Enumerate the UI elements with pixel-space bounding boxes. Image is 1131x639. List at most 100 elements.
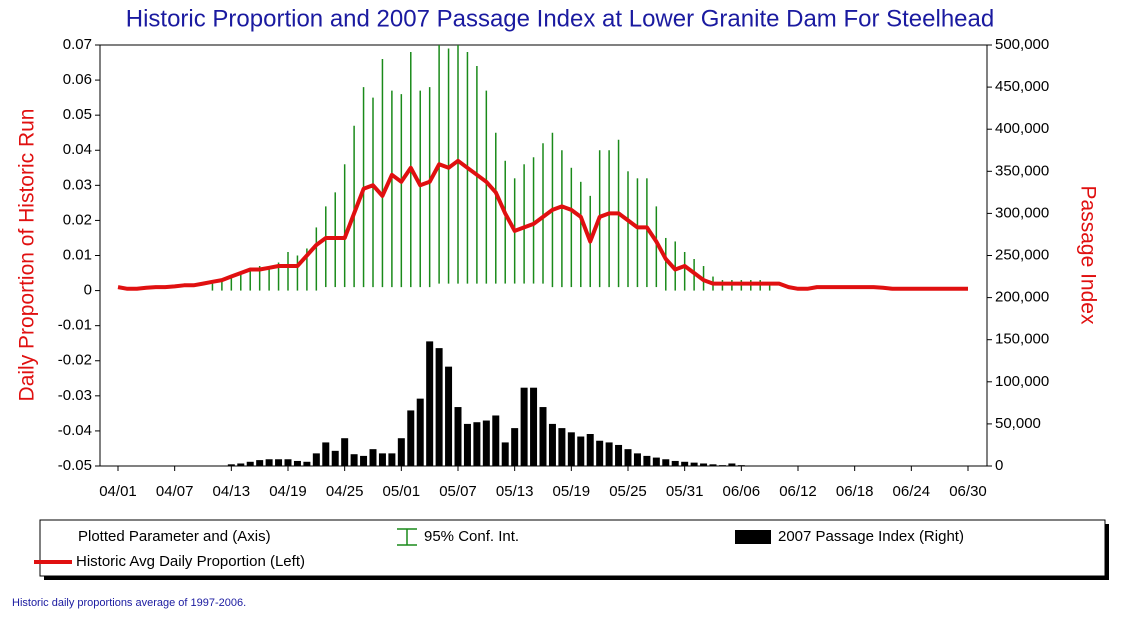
x-tick-label: 06/24 [893,483,931,500]
y-tick-label: 0.04 [63,141,92,158]
footnote: Historic daily proportions average of 19… [12,597,246,609]
legend-swatch [735,530,771,544]
legend-header: Plotted Parameter and (Axis) [78,528,271,545]
chart-title: Historic Proportion and 2007 Passage Ind… [126,5,994,32]
bar [322,442,330,466]
line [117,158,968,291]
bar [501,442,509,466]
bar [435,348,443,466]
bar [492,415,500,466]
bar [700,463,708,466]
y2-tick-label: 450,000 [995,78,1049,95]
y-tick-label: 0.06 [63,71,92,88]
bar [454,407,462,466]
bar [586,434,594,466]
bar [227,464,235,466]
bar [265,459,273,466]
y-tick-label: 0.07 [63,36,92,53]
bar [341,438,349,466]
x-tick-label: 06/18 [836,483,874,500]
x-tick-label: 04/25 [326,483,364,500]
x-tick-label: 05/19 [553,483,591,500]
x-tick-label: 04/13 [213,483,251,500]
y-tick-label: -0.02 [58,352,92,369]
bar [350,454,358,466]
bar [709,464,717,466]
bar [369,449,377,466]
y-tick-label: 0.01 [63,246,92,263]
y-tick-label: -0.04 [58,422,92,439]
y2-tick-label: 500,000 [995,36,1049,53]
bar [728,463,736,466]
bar [312,453,320,466]
y2-tick-label: 0 [995,457,1003,474]
x-tick-label: 04/01 [99,483,137,500]
bar [360,455,368,466]
y-tick-label: -0.05 [58,457,92,474]
bar [293,460,301,466]
bar [737,465,745,466]
x-tick-label: 05/01 [383,483,421,500]
bar [520,387,528,466]
bar [237,463,245,466]
bar [624,449,632,466]
bar [426,341,434,466]
bar [416,398,424,466]
bar [246,461,254,466]
y-tick-label: 0 [84,282,92,299]
y2-tick-label: 200,000 [995,289,1049,306]
bar [275,459,283,466]
bar [256,460,264,466]
bar [615,444,623,466]
bar [633,453,641,466]
bar [445,366,453,466]
bar [539,407,547,466]
bar [558,428,566,466]
x-tick-label: 04/19 [269,483,307,500]
x-tick-label: 05/25 [609,483,647,500]
x-tick-label: 05/31 [666,483,704,500]
x-tick-label: 06/06 [723,483,761,500]
bar [662,459,670,466]
y2-tick-label: 150,000 [995,331,1049,348]
bar [473,422,481,466]
x-tick-label: 05/13 [496,483,534,500]
legend-box [39,519,1106,577]
bar [548,423,556,466]
bar [284,459,292,466]
bar [303,461,311,466]
x-tick-label: 05/07 [439,483,477,500]
x-tick-label: 04/07 [156,483,194,500]
bar [605,442,613,466]
legend-swatch [397,528,417,546]
x-tick-label: 06/12 [779,483,817,500]
legend-label: Historic Avg Daily Proportion (Left) [76,553,305,570]
legend-label: 2007 Passage Index (Right) [778,528,964,545]
bar [511,428,519,466]
x-tick-label: 06/30 [949,483,987,500]
bar [388,453,396,466]
y2-tick-label: 400,000 [995,120,1049,137]
bar [378,453,386,466]
legend-label: 95% Conf. Int. [424,528,519,545]
bar [690,462,698,466]
y2-tick-label: 350,000 [995,162,1049,179]
bar [331,450,339,466]
bar [463,423,471,466]
y-tick-label: 0.05 [63,106,92,123]
y2-tick-label: 300,000 [995,204,1049,221]
bar [596,440,604,466]
bar [671,460,679,466]
y-tick-label: 0.02 [63,211,92,228]
y2-axis-label: Passage Index [1076,186,1099,325]
bar [718,465,726,466]
y2-tick-label: 100,000 [995,373,1049,390]
bar [652,457,660,466]
bar [681,461,689,466]
bar [482,420,490,466]
bar [643,455,651,466]
bar [530,387,538,466]
y-tick-label: -0.01 [58,317,92,334]
